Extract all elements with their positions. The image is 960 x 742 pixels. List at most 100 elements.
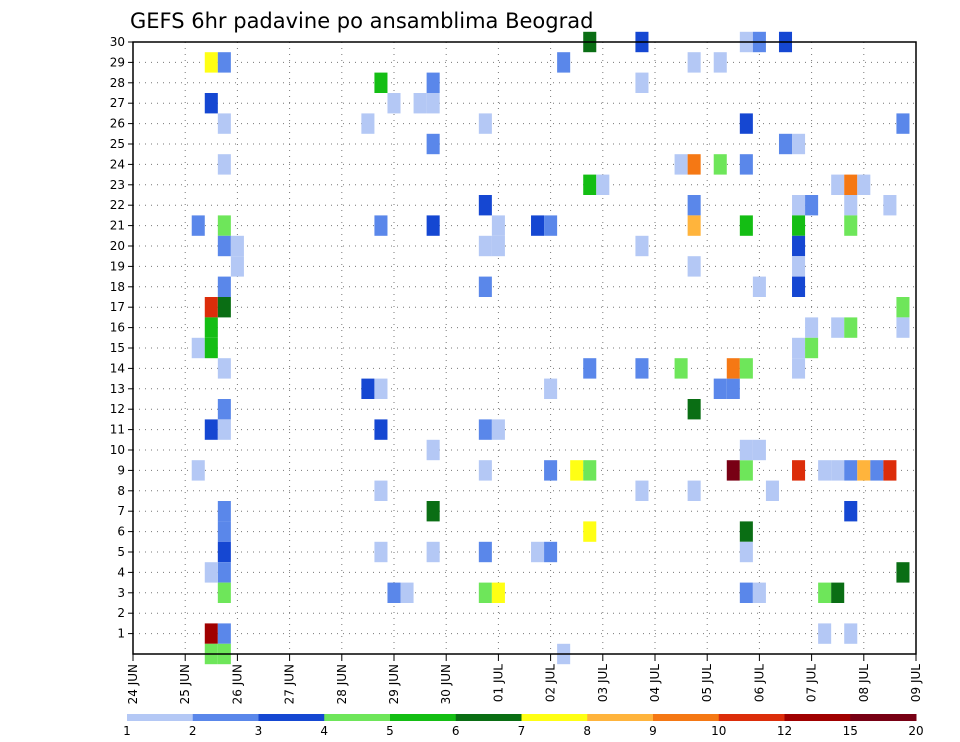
data-cell <box>217 521 231 542</box>
data-cell <box>204 623 218 644</box>
data-cell <box>361 378 375 399</box>
data-cell <box>896 113 910 134</box>
colorbar-label: 15 <box>843 724 858 738</box>
data-cell <box>191 460 205 481</box>
data-cell <box>739 113 753 134</box>
y-tick-label: 29 <box>110 55 125 69</box>
x-tick-label: 27 JUN <box>283 664 297 704</box>
y-tick-label: 13 <box>110 382 125 396</box>
data-cell <box>204 562 218 583</box>
data-cell <box>491 582 505 603</box>
colorbar-swatch <box>587 714 654 721</box>
data-cell <box>426 541 440 563</box>
data-cell <box>792 195 806 216</box>
data-cell <box>844 501 858 522</box>
data-cell <box>204 93 218 114</box>
data-cell <box>478 195 492 216</box>
data-cell <box>531 215 545 236</box>
data-cell <box>844 215 858 236</box>
data-cell <box>491 235 505 257</box>
data-cells <box>191 31 910 665</box>
data-cell <box>831 174 845 195</box>
data-cell <box>374 215 388 236</box>
data-cell <box>478 419 492 440</box>
data-cell <box>217 582 231 603</box>
x-tick-label: 03 JUL <box>596 664 610 702</box>
y-tick-label: 8 <box>117 484 125 498</box>
y-tick-label: 28 <box>110 76 125 90</box>
colorbar-swatch <box>784 714 851 721</box>
colorbar: 1 2 3 4 5 6 7 8 9 10 12 15 20 <box>123 714 924 738</box>
data-cell <box>635 235 649 257</box>
y-tick-label: 4 <box>117 565 125 579</box>
colorbar-swatch <box>521 714 588 721</box>
data-cell <box>204 337 218 359</box>
data-cell <box>426 72 440 93</box>
data-cell <box>687 215 701 236</box>
colorbar-label: 10 <box>711 724 726 738</box>
data-cell <box>831 582 845 603</box>
data-cell <box>896 562 910 583</box>
data-cell <box>805 337 819 359</box>
x-tick-label: 30 JUN <box>439 664 453 704</box>
y-axis: 1234567891011121314151617181920212223242… <box>110 35 133 641</box>
y-tick-label: 2 <box>117 606 125 620</box>
data-cell <box>217 501 231 522</box>
data-cell <box>831 460 845 481</box>
data-cell <box>687 480 701 501</box>
y-tick-label: 9 <box>117 463 125 477</box>
x-tick-label: 24 JUN <box>126 664 140 704</box>
x-tick-label: 04 JUL <box>648 664 662 702</box>
data-cell <box>557 52 571 73</box>
data-cell <box>374 480 388 501</box>
data-cell <box>739 215 753 236</box>
data-cell <box>596 174 610 195</box>
chart-title: GEFS 6hr padavine po ansamblima Beograd <box>130 9 593 33</box>
data-cell <box>765 480 779 501</box>
data-cell <box>217 235 231 257</box>
data-cell <box>361 113 375 134</box>
data-cell <box>217 562 231 583</box>
data-cell <box>217 52 231 73</box>
data-cell <box>478 460 492 481</box>
y-tick-label: 17 <box>110 300 125 314</box>
data-cell <box>883 195 897 216</box>
data-cell <box>426 501 440 522</box>
data-cell <box>896 297 910 318</box>
data-cell <box>217 215 231 236</box>
x-tick-label: 29 JUN <box>387 664 401 704</box>
data-cell <box>792 133 806 155</box>
data-cell <box>217 419 231 440</box>
data-cell <box>374 378 388 399</box>
data-cell <box>844 195 858 216</box>
data-cell <box>570 460 584 481</box>
data-cell <box>687 154 701 175</box>
data-cell <box>870 460 884 481</box>
data-cell <box>844 174 858 195</box>
y-tick-label: 18 <box>110 280 125 294</box>
data-cell <box>217 358 231 379</box>
data-cell <box>478 541 492 563</box>
data-cell <box>217 154 231 175</box>
data-cell <box>583 174 597 195</box>
x-tick-label: 05 JUL <box>700 664 714 702</box>
data-cell <box>739 521 753 542</box>
y-tick-label: 26 <box>110 117 125 131</box>
data-cell <box>544 378 558 399</box>
data-cell <box>818 582 832 603</box>
data-cell <box>426 133 440 155</box>
data-cell <box>491 419 505 440</box>
data-cell <box>818 460 832 481</box>
data-cell <box>726 460 740 481</box>
data-cell <box>805 317 819 338</box>
data-cell <box>426 439 440 461</box>
data-cell <box>426 215 440 236</box>
y-tick-label: 3 <box>117 586 125 600</box>
data-cell <box>491 215 505 236</box>
data-cell <box>752 439 766 461</box>
data-cell <box>844 317 858 338</box>
y-tick-label: 7 <box>117 504 125 518</box>
data-cell <box>844 460 858 481</box>
data-cell <box>217 399 231 420</box>
data-cell <box>739 439 753 461</box>
